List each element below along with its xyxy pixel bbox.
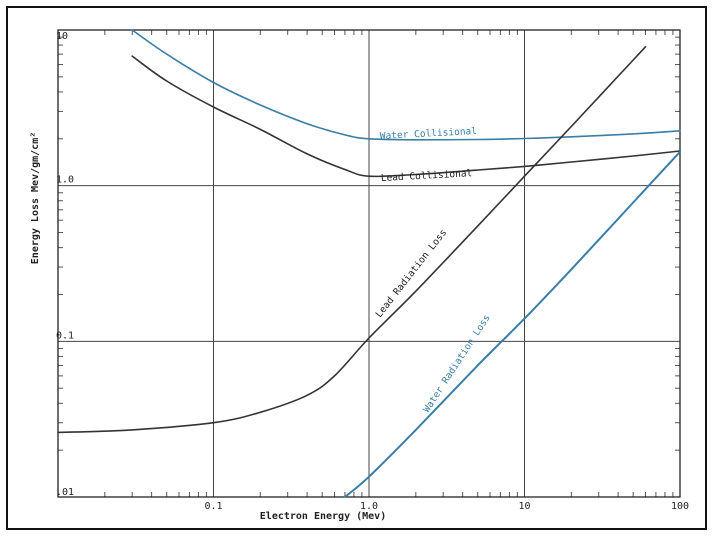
energy-loss-chart: 0.1 1.0 10 100 10 1.0 0.1 .01 Electron Energy (…: [30, 29, 689, 522]
y-tick-label: 1.0: [56, 175, 74, 186]
chart-frame: 0.1 1.0 10 100 10 1.0 0.1 .01 Electron Energy (…: [6, 6, 707, 530]
grid: [58, 30, 680, 497]
y-tick-label: 0.1: [56, 330, 74, 341]
x-tick-label: 0.1: [204, 501, 222, 512]
x-tick-label: 100: [671, 501, 689, 512]
series-water-radiation-loss: [343, 150, 681, 498]
curve-label-water-collisional: Water Collisional: [380, 126, 478, 142]
y-tick-label: .01: [56, 487, 74, 498]
axes: [57, 29, 681, 498]
x-tick-label: 10: [518, 501, 530, 512]
tick-labels: 0.1 1.0 10 100 10 1.0 0.1 .01: [56, 31, 689, 512]
series-layer: [57, 29, 681, 498]
series-lead-collisional: [131, 55, 681, 178]
curve-label-water-radiation-loss: Water Radiation Loss: [421, 313, 493, 415]
y-tick-label: 10: [56, 31, 68, 42]
curve-label-lead-collisional: Lead Collisional: [381, 168, 473, 184]
plot-border: [57, 29, 681, 498]
curve-label-lead-radiation-loss: Lead Radiation Loss: [374, 227, 450, 319]
series-water-collisional: [131, 29, 681, 141]
series-lead-radiation-loss: [57, 46, 647, 434]
x-tick-label: 1.0: [360, 501, 378, 512]
x-axis-label: Electron Energy (Mev): [260, 511, 386, 522]
y-axis-label: Energy Loss Mev/gm/cm²: [30, 132, 41, 264]
